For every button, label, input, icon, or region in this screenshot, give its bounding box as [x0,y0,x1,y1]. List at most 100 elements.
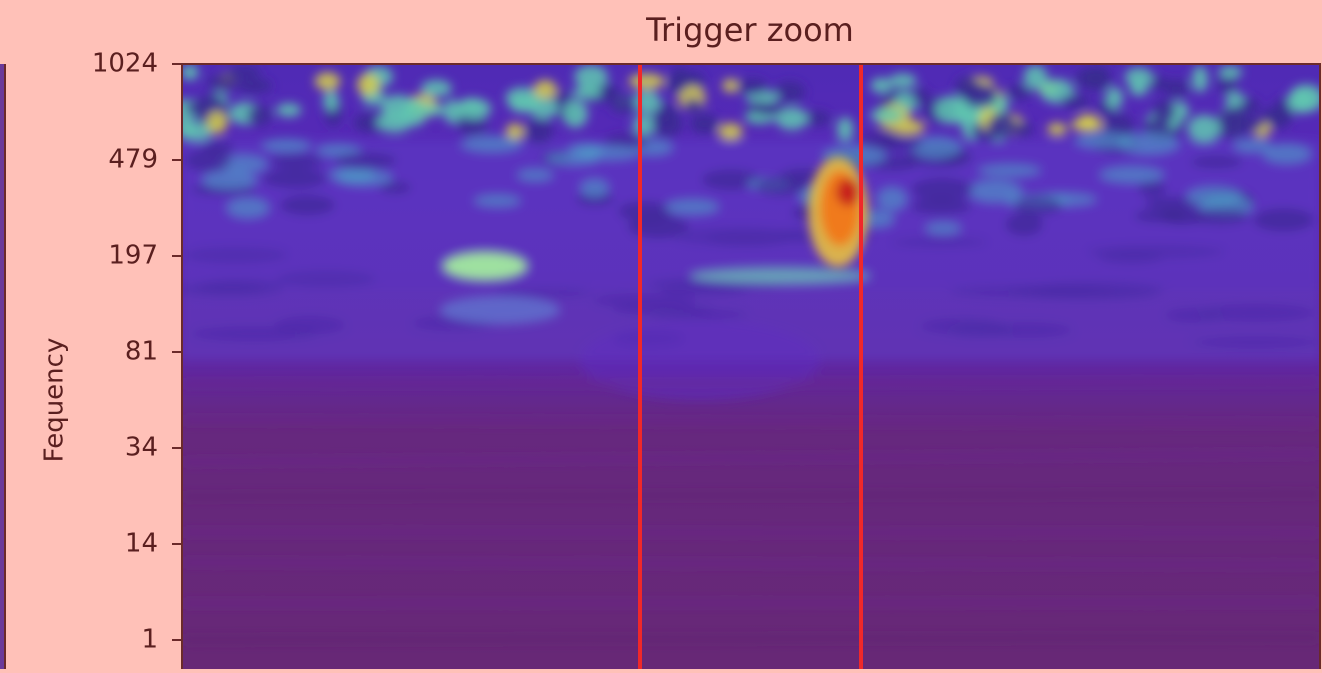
texture-blob [176,282,264,296]
texture-blob [280,195,335,215]
texture-blob [925,222,961,234]
y-tick-label: 81 [125,337,158,367]
texture-blob [379,182,411,194]
texture-blob [1288,88,1314,113]
texture-blob [837,117,854,141]
texture-blob [690,114,719,134]
texture-blob [421,80,452,97]
texture-blob [202,170,257,189]
texture-blob [262,139,311,152]
texture-blob [1085,66,1111,91]
texture-blob [1263,144,1312,164]
left-panel-edge [0,64,5,669]
texture-blob [1026,289,1157,300]
texture-blob [652,111,683,138]
texture-blob [978,165,1040,177]
texture-blob [911,178,973,201]
texture-blob [183,247,288,264]
texture-blob [629,73,665,89]
texture-blob [754,102,784,115]
texture-blob [1191,156,1243,168]
texture-blob [1087,245,1225,259]
texture-blob [534,80,557,99]
texture-blob [1186,187,1242,207]
texture-blob [1014,196,1062,216]
texture-blob [329,167,375,182]
texture-blob [1078,114,1099,129]
texture-blob [580,320,820,400]
texture-blob [1191,209,1249,225]
texture-blob [207,74,238,90]
texture-blob [935,96,970,124]
texture-blob [563,100,588,128]
texture-blob [1261,107,1293,122]
texture-blob [1134,209,1187,222]
texture-blob [270,153,324,168]
texture-blob [1196,304,1315,322]
texture-stripe [182,494,1320,497]
texture-blob [805,111,831,126]
y-tick-label: 479 [108,145,158,175]
texture-blob [276,270,376,288]
texture-blob [736,78,767,95]
texture-blob [891,237,988,248]
texture-blob [1125,68,1153,87]
texture-blob [1192,336,1320,348]
texture-blob [420,104,445,116]
texture-blob [357,73,380,95]
texture-blob [983,322,1073,337]
texture-blob [580,179,609,198]
texture-blob [227,198,270,218]
texture-blob [207,111,228,134]
texture-blob [633,90,660,114]
texture-blob [756,176,808,196]
texture-blob [1007,85,1031,100]
texture-blob [958,76,980,102]
texture-stripe [182,420,1320,423]
texture-blob [1242,117,1264,132]
y-tick-label: 14 [125,529,158,559]
texture-blob [247,105,272,126]
texture-blob [889,74,917,88]
y-tick-label: 197 [108,241,158,271]
texture-blob [1138,180,1166,196]
texture-blob [1240,98,1260,114]
hot-spot-core [836,178,860,206]
texture-blob [871,78,892,94]
texture-blob [718,123,742,140]
texture-blob [1106,87,1123,109]
texture-blob [987,113,1017,138]
texture-blob [574,65,608,88]
texture-blob [1192,66,1208,93]
chart-title: Trigger zoom [645,11,854,49]
texture-blob [524,118,553,144]
texture-blob [708,232,787,247]
texture-blob [185,148,231,172]
y-axis-label: Fequency [40,338,70,463]
texture-blob [237,79,272,93]
y-tick-label: 1024 [92,49,158,79]
texture-blob [181,64,199,80]
texture-blob [610,95,636,113]
texture-blob [649,309,749,319]
texture-stripe [182,382,1320,384]
texture-blob [910,198,971,215]
scalogram-image [171,64,1322,669]
chart: Trigger zoom Fequency 10244791978134141 [0,0,1322,669]
texture-blob [1061,95,1091,109]
texture-blob [276,103,301,117]
texture-blob [530,97,559,118]
texture-blob [323,90,339,111]
texture-blob [461,135,522,152]
texture-blob [440,296,560,324]
texture-blob [517,169,553,181]
texture-stripe [182,563,1320,565]
texture-blob [1023,65,1047,89]
texture-blob [1047,123,1067,136]
texture-blob [443,252,527,280]
texture-blob [1253,208,1314,231]
texture-blob [684,98,702,113]
texture-blob [573,86,602,100]
texture-blob [870,108,904,123]
texture-blob [1153,99,1175,123]
